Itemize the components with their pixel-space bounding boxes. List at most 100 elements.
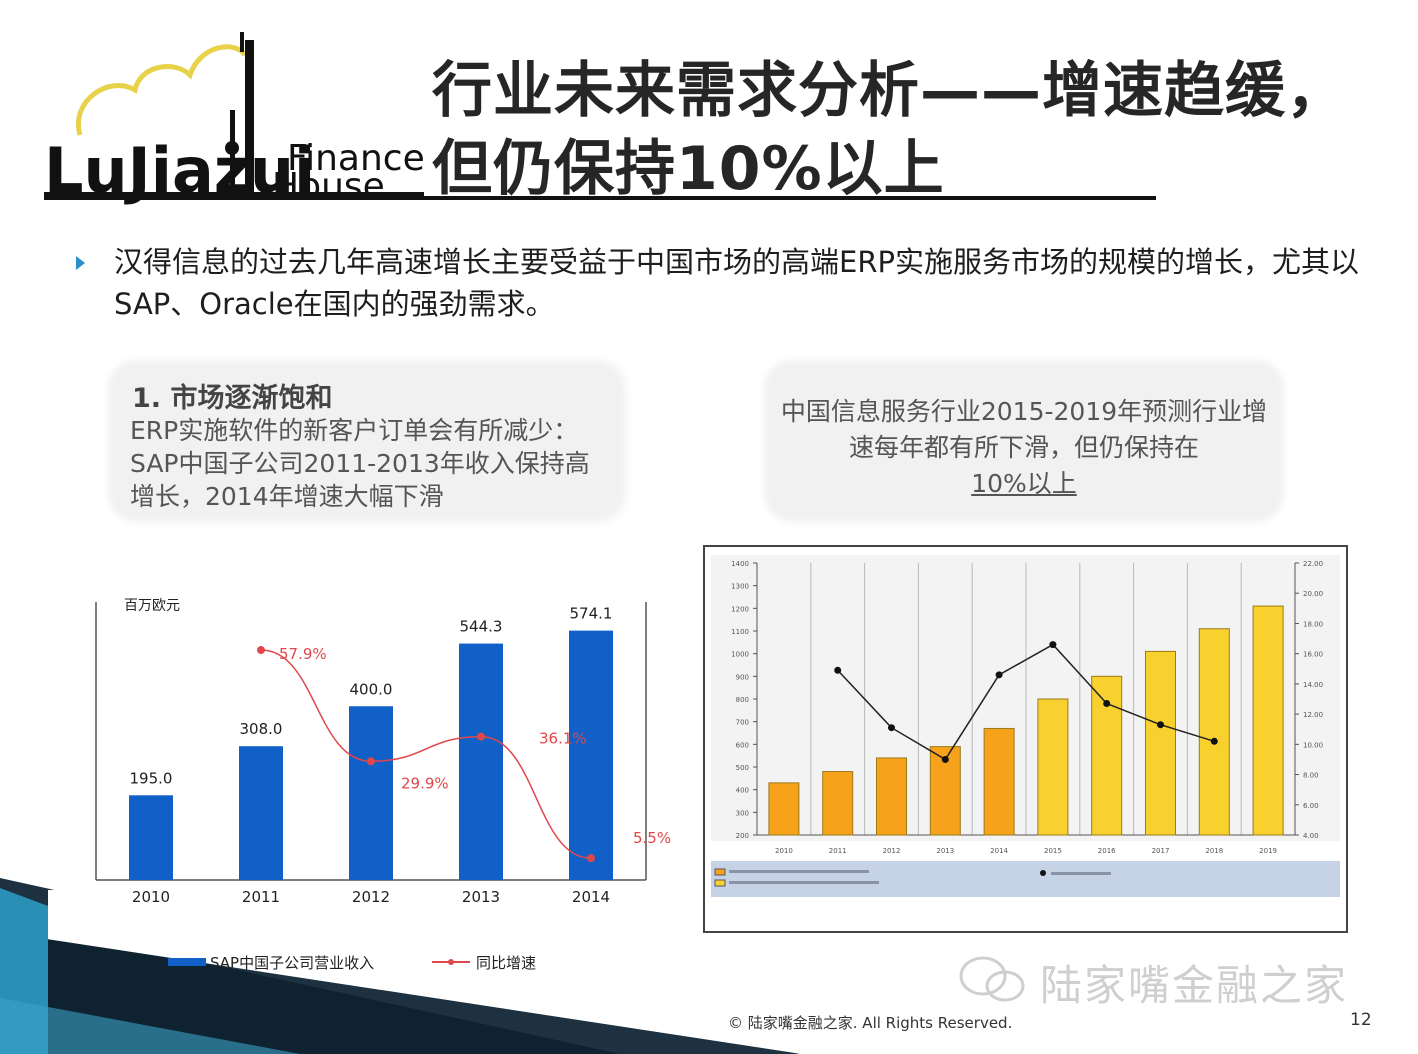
y-tick-1200: 1200 bbox=[731, 605, 749, 613]
industry-forecast-chart: 200 300 400 500 600 700 800 900 1000 1100 1200 1300… bbox=[711, 555, 1340, 897]
legend-swatch-yellow bbox=[714, 879, 726, 887]
callout-left-body: ERP实施软件的新客户订单会有所减少：SAP中国子公司2011-2013年收入保… bbox=[130, 416, 590, 511]
bar-label-2014: 574.1 bbox=[570, 605, 613, 623]
y-tick-500: 500 bbox=[736, 764, 749, 772]
callout-right-underline: 10%以上 bbox=[971, 469, 1077, 498]
footer-copyright: © 陆家嘴金融之家. All Rights Reserved. bbox=[728, 1014, 1013, 1032]
growth-line bbox=[837, 643, 1215, 761]
bar-label-2013: 544.3 bbox=[460, 618, 503, 636]
x-tick-2014: 2014 bbox=[990, 847, 1008, 855]
callout-right-box bbox=[770, 366, 1278, 516]
x-tick-2017: 2017 bbox=[1152, 847, 1170, 855]
callout-right-text: 中国信息服务行业2015-2019年预测行业增速每年都有所下滑，但仍保持在 10… bbox=[774, 394, 1274, 502]
y-tick-400: 400 bbox=[736, 787, 749, 795]
x-tick-2016: 2016 bbox=[1098, 847, 1116, 855]
x-tick-2013: 2013 bbox=[462, 888, 500, 906]
bar-2014 bbox=[569, 630, 613, 880]
page-number: 12 bbox=[1350, 1010, 1372, 1030]
bar-label-2012: 400.0 bbox=[350, 680, 393, 698]
y2-tick-4: 4.00 bbox=[1303, 832, 1319, 840]
legend-bar-swatch bbox=[168, 958, 206, 966]
x-tick-2014: 2014 bbox=[572, 888, 610, 906]
growth-point-2012 bbox=[888, 724, 895, 732]
growth-point-2017 bbox=[1157, 721, 1164, 729]
slide-title: 行业未来需求分析——增速趋缓， 但仍保持10%以上 bbox=[432, 52, 1372, 208]
callout-left-title: 1. 市场逐渐饱和 bbox=[132, 383, 333, 414]
y-tick-1100: 1100 bbox=[731, 628, 749, 636]
legend-text-placeholder-3 bbox=[1051, 872, 1111, 875]
bar-2011 bbox=[822, 771, 854, 836]
y2-tick-12: 12.00 bbox=[1303, 711, 1323, 719]
bar-2017 bbox=[1145, 650, 1176, 836]
title-underline bbox=[44, 196, 1156, 200]
y-tick-900: 900 bbox=[736, 673, 749, 681]
growth-label-2012: 29.9% bbox=[401, 774, 449, 792]
y-axis-label: 百万欧元 bbox=[124, 598, 180, 614]
growth-point-2014 bbox=[995, 671, 1003, 679]
bar-label-2011: 308.0 bbox=[240, 720, 283, 738]
legend-band bbox=[711, 861, 1340, 897]
y2-tick-10: 10.00 bbox=[1303, 741, 1323, 749]
growth-point-2013 bbox=[941, 755, 949, 763]
growth-point-2016 bbox=[1103, 700, 1111, 708]
growth-point-2011 bbox=[834, 666, 842, 674]
legend-text-placeholder-2 bbox=[729, 881, 879, 884]
growth-label-2011: 57.9% bbox=[279, 645, 327, 663]
legend-bar-label: SAP中国子公司营业收入 bbox=[210, 954, 374, 972]
lujiazui-finance-house-logo: LuJiazui Finance House bbox=[44, 32, 425, 205]
growth-label-2014: 5.5% bbox=[633, 829, 671, 847]
y2-tick-14: 14.00 bbox=[1303, 681, 1323, 689]
bar-2018 bbox=[1198, 628, 1230, 836]
y-tick-1400: 1400 bbox=[731, 560, 749, 568]
title-line-2: 但仍保持10%以上 bbox=[432, 134, 945, 204]
y2-tick-6: 6.00 bbox=[1303, 802, 1319, 810]
y2-tick-22: 22.00 bbox=[1303, 560, 1323, 568]
bar-2010 bbox=[129, 795, 173, 880]
callout-left-box bbox=[114, 366, 620, 516]
growth-point-2015 bbox=[1049, 641, 1057, 649]
y2-tick-20: 20.00 bbox=[1303, 590, 1323, 598]
bar-2015 bbox=[1037, 698, 1069, 836]
bar-2014 bbox=[983, 727, 1015, 836]
y2-tick-8: 8.00 bbox=[1303, 772, 1319, 780]
y2-tick-18: 18.00 bbox=[1303, 620, 1323, 628]
x-tick-2010: 2010 bbox=[132, 888, 170, 906]
x-tick-2012: 2012 bbox=[352, 888, 390, 906]
legend-swatch-orange bbox=[714, 868, 726, 876]
x-tick-2013: 2013 bbox=[936, 847, 954, 855]
callout-right-main: 中国信息服务行业2015-2019年预测行业增速每年都有所下滑，但仍保持在 bbox=[780, 397, 1268, 462]
y-tick-1000: 1000 bbox=[731, 651, 749, 659]
title-line-1: 行业未来需求分析——增速趋缓， bbox=[432, 56, 1347, 126]
y-tick-1300: 1300 bbox=[731, 583, 749, 591]
sap-revenue-chart: 百万欧元 195.0 2010 308.0 2011 400.0 2012 544.3 2013… bbox=[95, 598, 671, 972]
logo-finance-text: Finance bbox=[287, 138, 425, 179]
x-tick-2011: 2011 bbox=[829, 847, 847, 855]
bar-2011 bbox=[239, 746, 283, 880]
bar-2019 bbox=[1252, 605, 1284, 836]
y-tick-600: 600 bbox=[736, 741, 749, 749]
bullet-text: 汉得信息的过去几年高速增长主要受益于中国市场的高端ERP实施服务市场的规模的增长… bbox=[114, 245, 1359, 321]
watermark-text: 陆家嘴金融之家 bbox=[1040, 961, 1349, 1010]
growth-point-2018 bbox=[1210, 737, 1218, 745]
x-tick-2018: 2018 bbox=[1205, 847, 1223, 855]
y-tick-300: 300 bbox=[736, 809, 749, 817]
growth-point-2011 bbox=[257, 646, 265, 655]
legend-line-dot bbox=[448, 959, 454, 965]
growth-point-2013 bbox=[477, 732, 485, 741]
x-tick-2012: 2012 bbox=[883, 847, 901, 855]
growth-point-2012 bbox=[367, 757, 375, 766]
legend-text-placeholder-1 bbox=[729, 870, 869, 873]
y2-tick-16: 16.00 bbox=[1303, 651, 1323, 659]
logo-lujiazui-text: LuJiazui bbox=[44, 134, 315, 205]
bar-2012 bbox=[349, 706, 393, 880]
y-tick-200: 200 bbox=[736, 832, 749, 840]
bar-label-2010: 195.0 bbox=[130, 769, 173, 787]
bar-2012 bbox=[876, 757, 907, 836]
x-tick-2010: 2010 bbox=[775, 847, 793, 855]
y-tick-700: 700 bbox=[736, 719, 749, 727]
y-tick-800: 800 bbox=[736, 696, 749, 704]
legend-line-dot bbox=[1040, 870, 1046, 876]
x-tick-2019: 2019 bbox=[1259, 847, 1277, 855]
bar-2013 bbox=[459, 643, 503, 880]
growth-label-2013: 36.1% bbox=[539, 730, 587, 748]
